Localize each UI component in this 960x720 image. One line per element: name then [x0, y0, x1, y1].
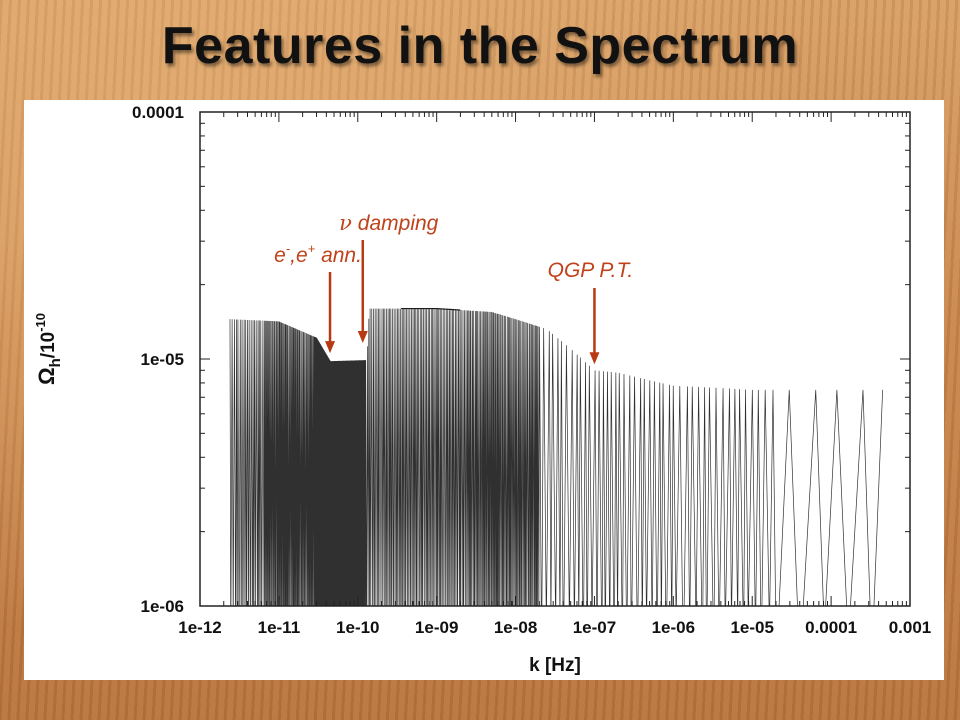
slide-title: Features in the Spectrum [161, 17, 799, 75]
y-tick-labels: 1e-06 1e-05 0.0001 [132, 103, 184, 616]
annotations: e-,e+ ann. ν damping QGP P.T. [274, 211, 634, 365]
axis-ticks [199, 112, 910, 607]
x-tick-label: 0.0001 [805, 618, 857, 637]
spectrum-envelope-line [401, 307, 461, 311]
arrow-qgp-transition [589, 288, 600, 365]
arrow-nu-damping [357, 240, 368, 343]
x-axis-label: k [Hz] [529, 655, 581, 676]
y-axis-label-rest: /10 [38, 332, 59, 358]
x-tick-label: 1e-05 [730, 618, 773, 637]
y-tick-label: 0.0001 [132, 103, 184, 122]
spectrum-lines [229, 307, 883, 606]
y-axis-label-main: Ω [34, 367, 59, 385]
x-tick-labels: 1e-12 1e-11 1e-10 1e-09 1e-08 1e-07 1e-06 1e-05… [178, 618, 931, 637]
x-tick-label: 1e-12 [178, 618, 221, 637]
y-tick-label: 1e-05 [141, 350, 184, 369]
x-tick-label: 0.001 [889, 618, 932, 637]
spectrum-chart: 1e-12 1e-11 1e-10 1e-09 1e-08 1e-07 1e-06 1e-05… [33, 103, 931, 676]
arrow-ee-annihilation [325, 272, 336, 354]
annotation-ee-annihilation: e-,e+ ann. [274, 241, 362, 267]
y-axis-label-sup: -10 [33, 313, 48, 332]
y-tick-label: 1e-06 [141, 597, 184, 616]
y-axis-label: Ωh/10-10 [33, 313, 64, 385]
x-tick-label: 1e-08 [494, 618, 537, 637]
chart-panel: 1e-12 1e-11 1e-10 1e-09 1e-08 1e-07 1e-06 1e-05… [24, 100, 944, 680]
spectrum-series-line [229, 308, 883, 606]
annotation-nu-damping: ν damping [339, 211, 438, 235]
x-tick-label: 1e-10 [336, 618, 379, 637]
x-tick-label: 1e-11 [258, 618, 301, 637]
x-tick-label: 1e-07 [573, 618, 616, 637]
annotation-qgp-transition: QGP P.T. [548, 259, 634, 282]
x-tick-label: 1e-06 [652, 618, 695, 637]
y-axis-label-sub: h [47, 358, 64, 367]
x-tick-label: 1e-09 [415, 618, 458, 637]
